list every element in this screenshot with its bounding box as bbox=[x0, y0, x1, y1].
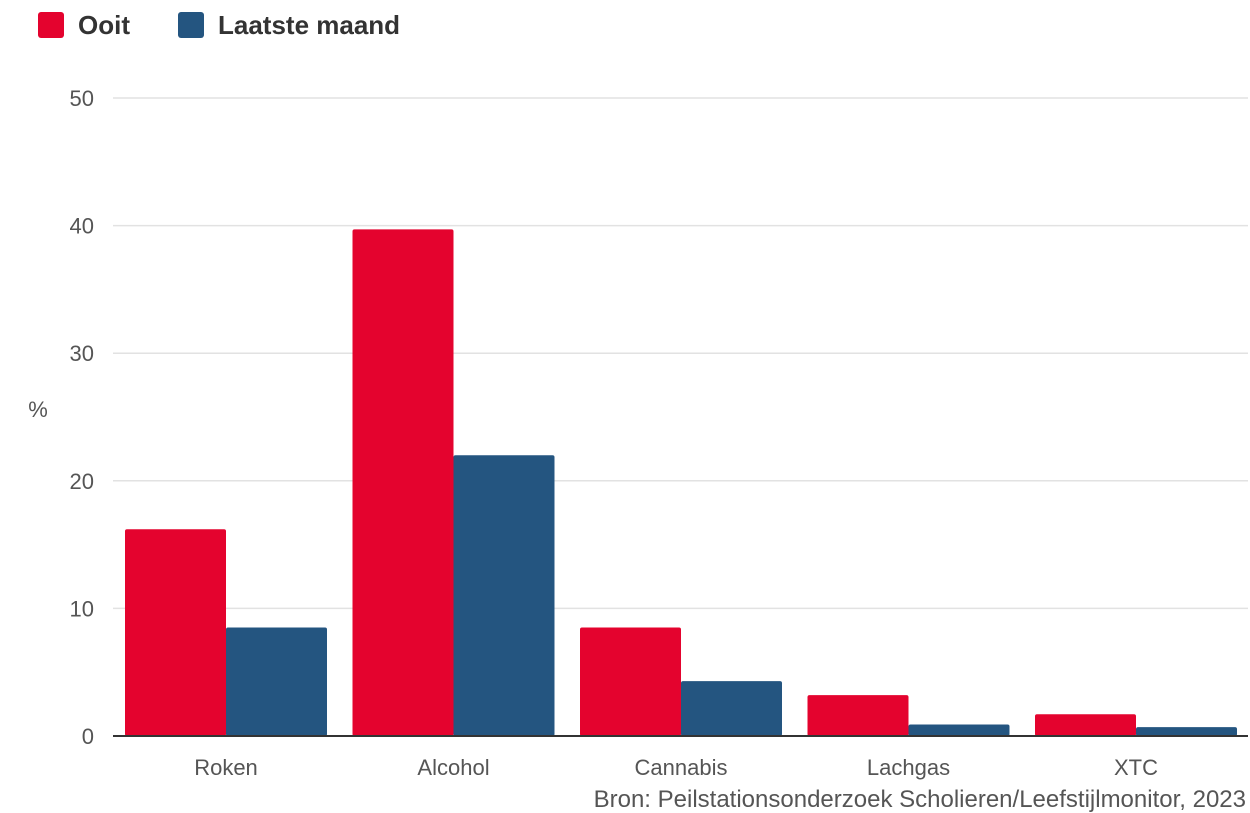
bar-xtc-ooit[interactable] bbox=[1035, 714, 1136, 736]
bar-cannabis-laatste-maand[interactable] bbox=[681, 681, 782, 736]
y-tick-label: 50 bbox=[70, 86, 94, 111]
source-note: Bron: Peilstationsonderzoek Scholieren/L… bbox=[594, 786, 1246, 813]
bar-roken-ooit[interactable] bbox=[125, 529, 226, 736]
bar-lachgas-ooit[interactable] bbox=[807, 695, 909, 736]
bar-alcohol-ooit[interactable] bbox=[352, 229, 454, 737]
x-category-label: Cannabis bbox=[635, 755, 728, 780]
grid-lines bbox=[113, 97, 1248, 610]
legend-item-laatste-maand[interactable]: Laatste maand bbox=[178, 10, 400, 41]
bar-xtc-laatste-maand[interactable] bbox=[1136, 727, 1237, 736]
x-category-label: Alcohol bbox=[417, 755, 489, 780]
bar-alcohol-laatste-maand[interactable] bbox=[453, 455, 555, 736]
legend-label-ooit: Ooit bbox=[78, 9, 130, 40]
legend-swatch-ooit bbox=[38, 12, 64, 38]
y-tick-label: 40 bbox=[70, 214, 94, 239]
bar-roken-laatste-maand[interactable] bbox=[226, 627, 327, 736]
legend-label-laatste-maand: Laatste maand bbox=[218, 9, 401, 40]
bar-lachgas-laatste-maand[interactable] bbox=[908, 724, 1010, 736]
legend: Ooit Laatste maand bbox=[38, 8, 448, 42]
x-category-label: XTC bbox=[1114, 755, 1158, 780]
x-category-label: Roken bbox=[194, 755, 258, 780]
y-tick-label: 20 bbox=[70, 469, 94, 494]
x-axis-categories: Roken Alcohol Cannabis Lachgas XTC bbox=[194, 755, 1158, 780]
legend-swatch-laatste-maand bbox=[178, 12, 204, 38]
bar-cannabis-ooit[interactable] bbox=[580, 627, 681, 736]
y-tick-label: 10 bbox=[70, 596, 94, 621]
y-axis-ticks: 0 10 20 30 40 50 bbox=[70, 86, 94, 749]
y-tick-label: 0 bbox=[82, 724, 94, 749]
legend-item-ooit[interactable]: Ooit bbox=[38, 10, 130, 41]
y-axis-label: % bbox=[28, 397, 48, 422]
y-tick-label: 30 bbox=[70, 341, 94, 366]
x-category-label: Lachgas bbox=[867, 755, 950, 780]
bars bbox=[125, 229, 1237, 737]
